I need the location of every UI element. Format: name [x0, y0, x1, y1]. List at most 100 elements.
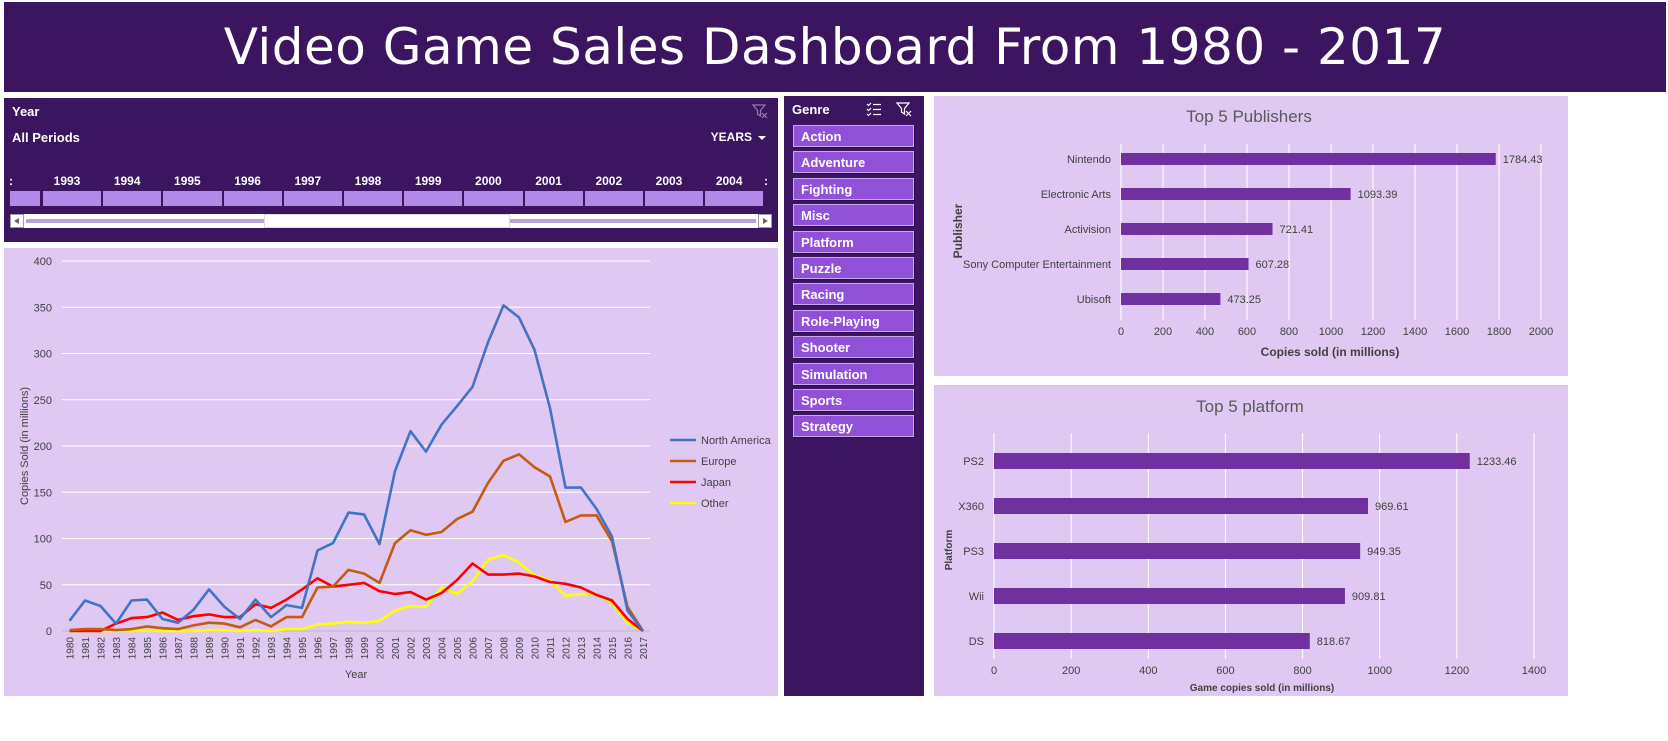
- timeline-year-cell[interactable]: [223, 191, 282, 206]
- year-timeline-slicer[interactable]: Year All Periods YEARS : : 1993 1994 1995 1…: [4, 98, 778, 242]
- timeline-year-label[interactable]: 1994: [113, 174, 141, 188]
- genre-item-sports[interactable]: Sports: [793, 388, 914, 411]
- data-label: 1233.46: [1477, 456, 1517, 468]
- timeline-year-label[interactable]: 2001: [535, 174, 562, 188]
- timeline-year-label[interactable]: 2003: [655, 174, 683, 188]
- x-axis-title: Game copies sold (in millions): [1190, 683, 1334, 694]
- timeline-year-cell[interactable]: [705, 191, 764, 206]
- x-tick-label: 1800: [1487, 326, 1511, 338]
- timeline-year-label[interactable]: 1997: [294, 174, 322, 188]
- legend-label: Other: [701, 498, 729, 510]
- legend-label: Europe: [701, 456, 736, 468]
- x-tick-label: 200: [1062, 665, 1080, 677]
- timeline-year-cell[interactable]: [464, 191, 523, 206]
- timeline-year-cell[interactable]: [283, 191, 342, 206]
- timeline-year-cell[interactable]: [645, 191, 704, 206]
- data-label: 909.81: [1352, 591, 1386, 603]
- series-line-other: [69, 553, 644, 633]
- category-label: Sony Computer Entertainment: [963, 259, 1111, 271]
- timeline-year-cell[interactable]: [584, 191, 643, 206]
- timeline-year-label[interactable]: 2004: [715, 174, 743, 188]
- chart-title: Top 5 platform: [1196, 397, 1304, 416]
- bar: [1121, 223, 1273, 235]
- x-tick-label: 1997: [329, 637, 340, 660]
- genre-item-platform[interactable]: Platform: [793, 230, 914, 253]
- genre-item-simulation[interactable]: Simulation: [793, 362, 914, 385]
- x-tick-label: 2015: [608, 637, 619, 660]
- y-tick-label: 250: [34, 395, 52, 407]
- timeline-year-cells[interactable]: [8, 191, 772, 206]
- x-tick-label: 2006: [469, 637, 480, 660]
- genre-slicer[interactable]: Genre Action Adventure Fighting Misc Platfor…: [784, 96, 924, 696]
- timeline-year-label[interactable]: 2002: [595, 174, 623, 188]
- x-tick-label: 1988: [190, 637, 201, 660]
- x-tick-label: 1600: [1445, 326, 1469, 338]
- chevron-down-icon: [758, 135, 766, 140]
- x-tick-label: 2000: [1529, 326, 1553, 338]
- x-tick-label: 1000: [1367, 665, 1391, 677]
- data-label: 1784.43: [1503, 154, 1543, 166]
- timeline-scrollbar[interactable]: [10, 214, 772, 228]
- timeline-period-label: All Periods: [12, 130, 80, 145]
- x-tick-label: 2016: [624, 637, 635, 660]
- timeline-level-dropdown[interactable]: YEARS: [711, 130, 766, 144]
- y-tick-label: 350: [34, 302, 52, 314]
- timeline-year-label[interactable]: 1993: [53, 174, 81, 188]
- x-tick-label: 1994: [283, 637, 294, 660]
- genre-item-puzzle[interactable]: Puzzle: [793, 256, 914, 279]
- x-tick-label: 1993: [267, 637, 278, 660]
- timeline-year-label[interactable]: 1998: [354, 174, 382, 188]
- data-label: 473.25: [1227, 294, 1261, 306]
- genre-item-strategy[interactable]: Strategy: [793, 415, 914, 438]
- timeline-year-label[interactable]: 1995: [174, 174, 201, 188]
- clear-filter-icon[interactable]: [896, 101, 912, 117]
- timeline-year-cell[interactable]: [163, 191, 222, 206]
- x-tick-label: 2008: [500, 637, 511, 660]
- legend-label: North America: [701, 435, 772, 447]
- clear-filter-icon[interactable]: [752, 103, 768, 119]
- genre-item-fighting[interactable]: Fighting: [793, 177, 914, 200]
- category-label: Wii: [969, 591, 984, 603]
- timeline-year-label[interactable]: 1996: [234, 174, 261, 188]
- x-tick-label: 2012: [562, 637, 573, 660]
- timeline-year-cell[interactable]: [10, 191, 40, 206]
- genre-item-misc[interactable]: Misc: [793, 204, 914, 227]
- scroll-right-icon[interactable]: [758, 214, 772, 228]
- category-label: Ubisoft: [1077, 294, 1111, 306]
- timeline-year-label[interactable]: 2000: [475, 174, 502, 188]
- genre-item-action[interactable]: Action: [793, 125, 914, 147]
- x-tick-label: 0: [1118, 326, 1124, 338]
- x-tick-label: 2000: [376, 637, 387, 660]
- x-tick-label: 800: [1293, 665, 1311, 677]
- genre-item-racing[interactable]: Racing: [793, 283, 914, 306]
- x-tick-label: 1998: [345, 637, 356, 660]
- timeline-year-cell[interactable]: [103, 191, 162, 206]
- genre-item-shooter[interactable]: Shooter: [793, 336, 914, 359]
- category-label: DS: [969, 636, 984, 648]
- timeline-year-labels: 1993 1994 1995 1996 1997 1998 1999 2000 2001 2002…: [8, 174, 772, 188]
- x-tick-label: 2011: [546, 637, 557, 659]
- x-tick-label: 1987: [174, 637, 185, 660]
- timeline-year-cell[interactable]: [524, 191, 583, 206]
- x-tick-label: 1981: [81, 637, 92, 660]
- bar: [994, 588, 1345, 604]
- genre-item-role-playing[interactable]: Role-Playing: [793, 309, 914, 332]
- data-label: 1093.39: [1358, 189, 1398, 201]
- timeline-year-label[interactable]: 1999: [414, 174, 442, 188]
- x-axis-title: Year: [345, 669, 368, 681]
- x-tick-label: 2017: [639, 637, 650, 660]
- genre-item-adventure[interactable]: Adventure: [793, 151, 914, 174]
- timeline-year-cell[interactable]: [404, 191, 463, 206]
- top-platforms-bar-chart: Top 5 platform 0 200 400 600 800 1000 1200 1400 P…: [944, 397, 1546, 694]
- x-tick-label: 1989: [205, 637, 216, 660]
- timeline-year-cell[interactable]: [344, 191, 403, 206]
- multi-select-icon[interactable]: [866, 101, 882, 117]
- scroll-thumb[interactable]: [265, 215, 509, 227]
- y-tick-label: 50: [40, 580, 52, 592]
- data-label: 969.61: [1375, 501, 1409, 513]
- timeline-year-cell[interactable]: [43, 191, 102, 206]
- bar: [1121, 293, 1221, 305]
- top-publishers-bar-chart: Top 5 Publishers 0 200 400 600 800 1000 1200 140…: [951, 107, 1553, 359]
- y-tick-label: 0: [46, 626, 52, 638]
- scroll-left-icon[interactable]: [10, 214, 24, 228]
